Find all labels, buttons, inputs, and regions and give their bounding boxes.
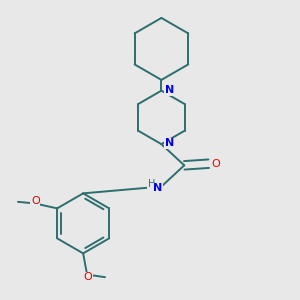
- Text: O: O: [31, 196, 40, 206]
- Text: N: N: [153, 183, 162, 193]
- Text: N: N: [165, 139, 174, 148]
- Text: H: H: [148, 179, 155, 189]
- Text: O: O: [212, 159, 220, 169]
- Text: N: N: [165, 85, 174, 95]
- Text: O: O: [84, 272, 92, 282]
